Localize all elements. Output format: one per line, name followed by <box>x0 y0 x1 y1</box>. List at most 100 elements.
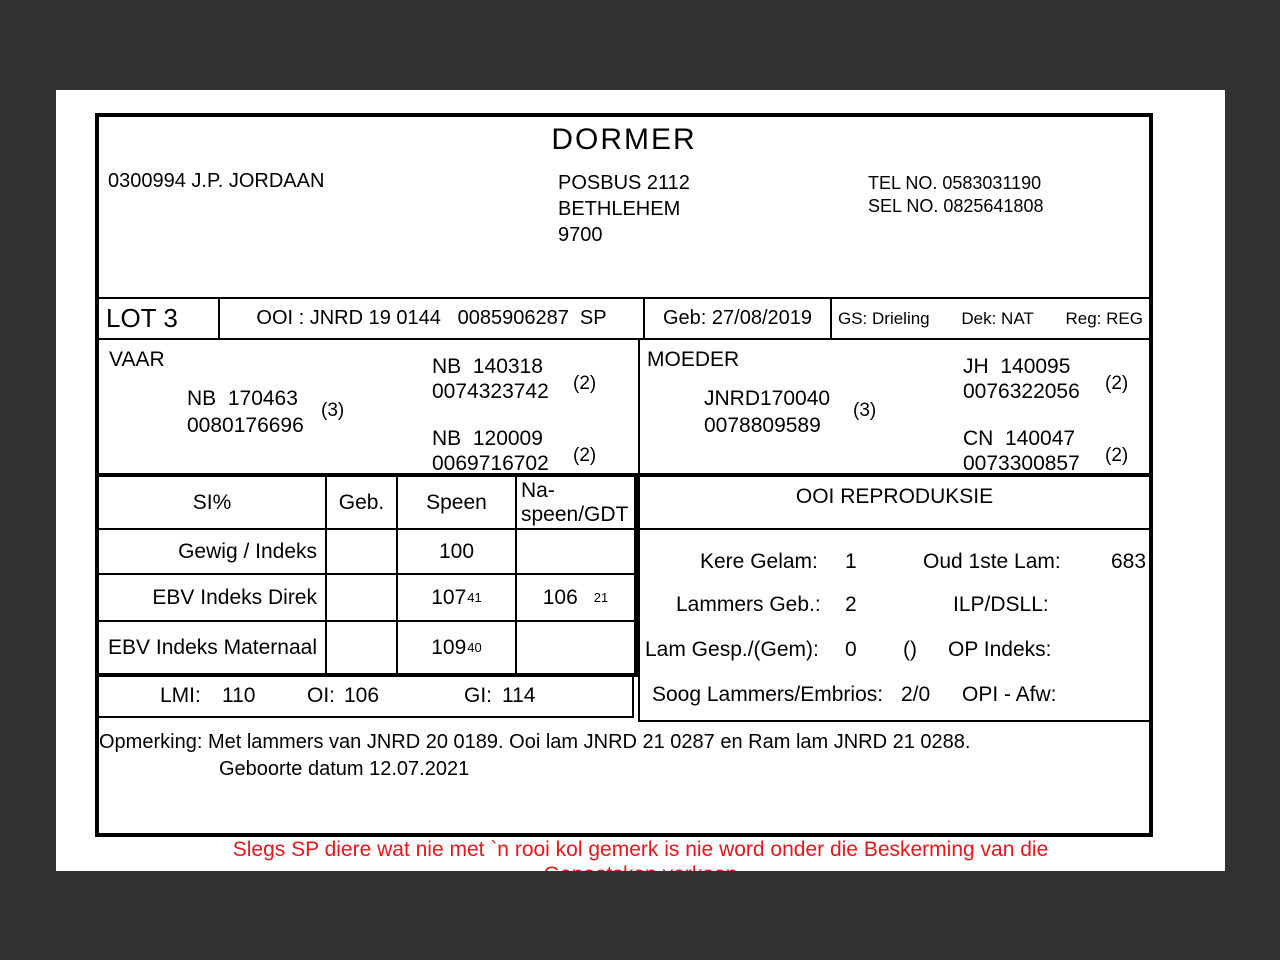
remark-section: Opmerking: Met lammers van JNRD 20 0189.… <box>99 722 1149 833</box>
breeder-member-line: 0300994 J.P. JORDAAN <box>108 170 325 192</box>
si-cell-speen: 100 <box>398 530 517 575</box>
animal-id-line: OOI : JNRD 19 0144 0085906287 SP <box>220 299 645 338</box>
soog-lammers-value: 2/0 <box>901 683 931 706</box>
sire-id-line1: NB 170463 <box>187 387 298 410</box>
status-cell: GS: Drieling Dek: NAT Reg: REG <box>832 299 1149 338</box>
si-accuracy-sub: 41 <box>467 590 482 605</box>
dam-label: MOEDER <box>647 348 740 371</box>
reproduction-section: OOI REPRODUKSIE Kere Gelam: 1 Oud 1ste L… <box>638 477 1149 722</box>
lam-gesp-extra: () <box>903 638 917 661</box>
si-accuracy-sub: 21 <box>593 590 609 605</box>
reproduction-row: Lam Gesp./(Gem): 0 () OP Indeks: <box>640 638 1149 668</box>
oud-1ste-lam-value: 683 <box>1111 550 1147 573</box>
si-value: 109 <box>431 635 467 659</box>
sire-label: VAAR <box>109 348 165 371</box>
address-line-1: POSBUS 2112 <box>558 172 690 194</box>
reproduction-row: Kere Gelam: 1 Oud 1ste Lam: 683 <box>640 550 1149 580</box>
breeder-address: POSBUS 2112 BETHLEHEM 9700 <box>558 170 690 248</box>
sire-gp1-line1: NB 140318 <box>432 355 543 378</box>
si-value: 107 <box>431 585 467 609</box>
remark-label: Opmerking: <box>99 731 203 753</box>
lmi-label: LMI: <box>160 684 201 707</box>
dam-id-line1: JNRD170040 <box>704 387 831 410</box>
si-cell-naspeen <box>517 530 634 575</box>
gi-label: GI: <box>464 684 493 707</box>
breeder-phones: TEL NO. 0583031190 SEL NO. 0825641808 <box>868 172 1043 218</box>
lmi-value: 110 <box>222 684 256 707</box>
op-indeks-label: OP Indeks: <box>948 638 1052 661</box>
sire-gp1-line2: 0074323742 <box>432 380 549 403</box>
lammers-geb-value: 2 <box>845 593 857 616</box>
dek-value: Dek: NAT <box>961 308 1034 328</box>
sire-gp2-line1: NB 120009 <box>432 427 543 450</box>
reproduction-row: Soog Lammers/Embrios: 2/0 OPI - Afw: <box>640 683 1149 713</box>
tel-line: TEL NO. 0583031190 <box>868 173 1042 193</box>
si-cell-geb <box>327 530 398 575</box>
document-page: DORMER 0300994 J.P. JORDAAN POSBUS 2112 … <box>56 90 1225 871</box>
address-line-3: 9700 <box>558 224 603 246</box>
kere-gelam-value: 1 <box>845 550 857 573</box>
sire-gp1-flag: (2) <box>573 373 597 394</box>
si-cell-naspeen <box>517 622 634 673</box>
ilp-dsll-label: ILP/DSLL: <box>953 593 1049 616</box>
gs-value: GS: Drieling <box>838 308 930 328</box>
sel-line: SEL NO. 0825641808 <box>868 196 1044 216</box>
reproduction-row: Lammers Geb.: 2 ILP/DSLL: <box>640 593 1149 623</box>
oi-value: 106 <box>344 684 380 707</box>
si-value: 106 <box>542 585 578 609</box>
pedigree-section: VAAR NB 170463 0080176696 (3) NB 140318 … <box>99 340 1149 475</box>
sire-gp2-line2: 0069716702 <box>432 452 549 475</box>
lot-number: LOT 3 <box>99 299 220 338</box>
si-cell-naspeen: 106 21 <box>517 575 634 622</box>
pedigree-divider <box>638 340 640 473</box>
si-cell-geb <box>327 622 398 673</box>
reg-value: Reg: REG <box>1065 308 1143 328</box>
si-header-c1: Geb. <box>327 477 398 530</box>
si-row-label: EBV Indeks Maternaal <box>99 622 327 673</box>
lam-gesp-label: Lam Gesp./(Gem): <box>645 638 819 661</box>
remark-text: Met lammers van JNRD 20 0189. Ooi lam JN… <box>207 731 971 753</box>
dam-gp2-line1: CN 140047 <box>963 427 1076 450</box>
oud-1ste-lam-label: Oud 1ste Lam: <box>923 550 1061 573</box>
dam-gp2-flag: (2) <box>1105 445 1129 466</box>
dam-gp1-flag: (2) <box>1105 373 1129 394</box>
reproduction-title: OOI REPRODUKSIE <box>795 485 994 508</box>
si-header-c0: SI% <box>99 477 327 530</box>
lam-gesp-value: 0 <box>845 638 857 661</box>
sire-gp2-flag: (2) <box>573 445 597 466</box>
birth-date: Geb: 27/08/2019 <box>645 299 832 338</box>
si-cell-speen: 109 40 <box>398 622 517 673</box>
opi-afw-label: OPI - Afw: <box>962 683 1057 706</box>
breed-title: DORMER <box>551 123 697 156</box>
si-cell-speen: 107 41 <box>398 575 517 622</box>
section-divider-line <box>99 473 1149 477</box>
kere-gelam-label: Kere Gelam: <box>700 550 818 573</box>
sire-flag: (3) <box>321 400 345 421</box>
lammers-geb-label: Lammers Geb.: <box>676 593 821 616</box>
remark-line2: Geboorte datum 12.07.2021 <box>219 758 470 780</box>
sp-warning-line2: Genootskap verkoop <box>56 863 1225 871</box>
dam-id-line2: 0078809589 <box>704 414 821 437</box>
remark-line1: Opmerking: Met lammers van JNRD 20 0189.… <box>99 731 1149 754</box>
si-value: 100 <box>438 539 475 563</box>
dam-flag: (3) <box>853 400 877 421</box>
sp-warning-line1: Slegs SP diere wat nie met `n rooi kol g… <box>232 838 1049 861</box>
soog-lammers-label: Soog Lammers/Embrios: <box>652 683 884 706</box>
address-line-2: BETHLEHEM <box>558 198 681 220</box>
dam-gp1-line1: JH 140095 <box>963 355 1071 378</box>
lot-row: LOT 3 OOI : JNRD 19 0144 0085906287 SP G… <box>99 297 1149 340</box>
si-row-label: EBV Indeks Direk <box>99 575 327 622</box>
catalog-card: DORMER 0300994 J.P. JORDAAN POSBUS 2112 … <box>95 113 1153 837</box>
reproduction-title-underline <box>640 528 1149 530</box>
si-cell-geb <box>327 575 398 622</box>
si-header-c2: Speen <box>398 477 517 530</box>
si-index-table: SI% Geb. Speen Na-speen/GDT Gewig / Inde… <box>99 477 638 677</box>
dam-gp1-line2: 0076322056 <box>963 380 1080 403</box>
index-summary-row: LMI: 110 OI: 106 GI: 114 <box>99 677 634 718</box>
sire-id-line2: 0080176696 <box>187 414 304 437</box>
si-row-label: Gewig / Indeks <box>99 530 327 575</box>
oi-label: OI: <box>307 684 336 707</box>
dam-gp2-line2: 0073300857 <box>963 452 1080 475</box>
si-accuracy-sub: 40 <box>467 640 482 655</box>
